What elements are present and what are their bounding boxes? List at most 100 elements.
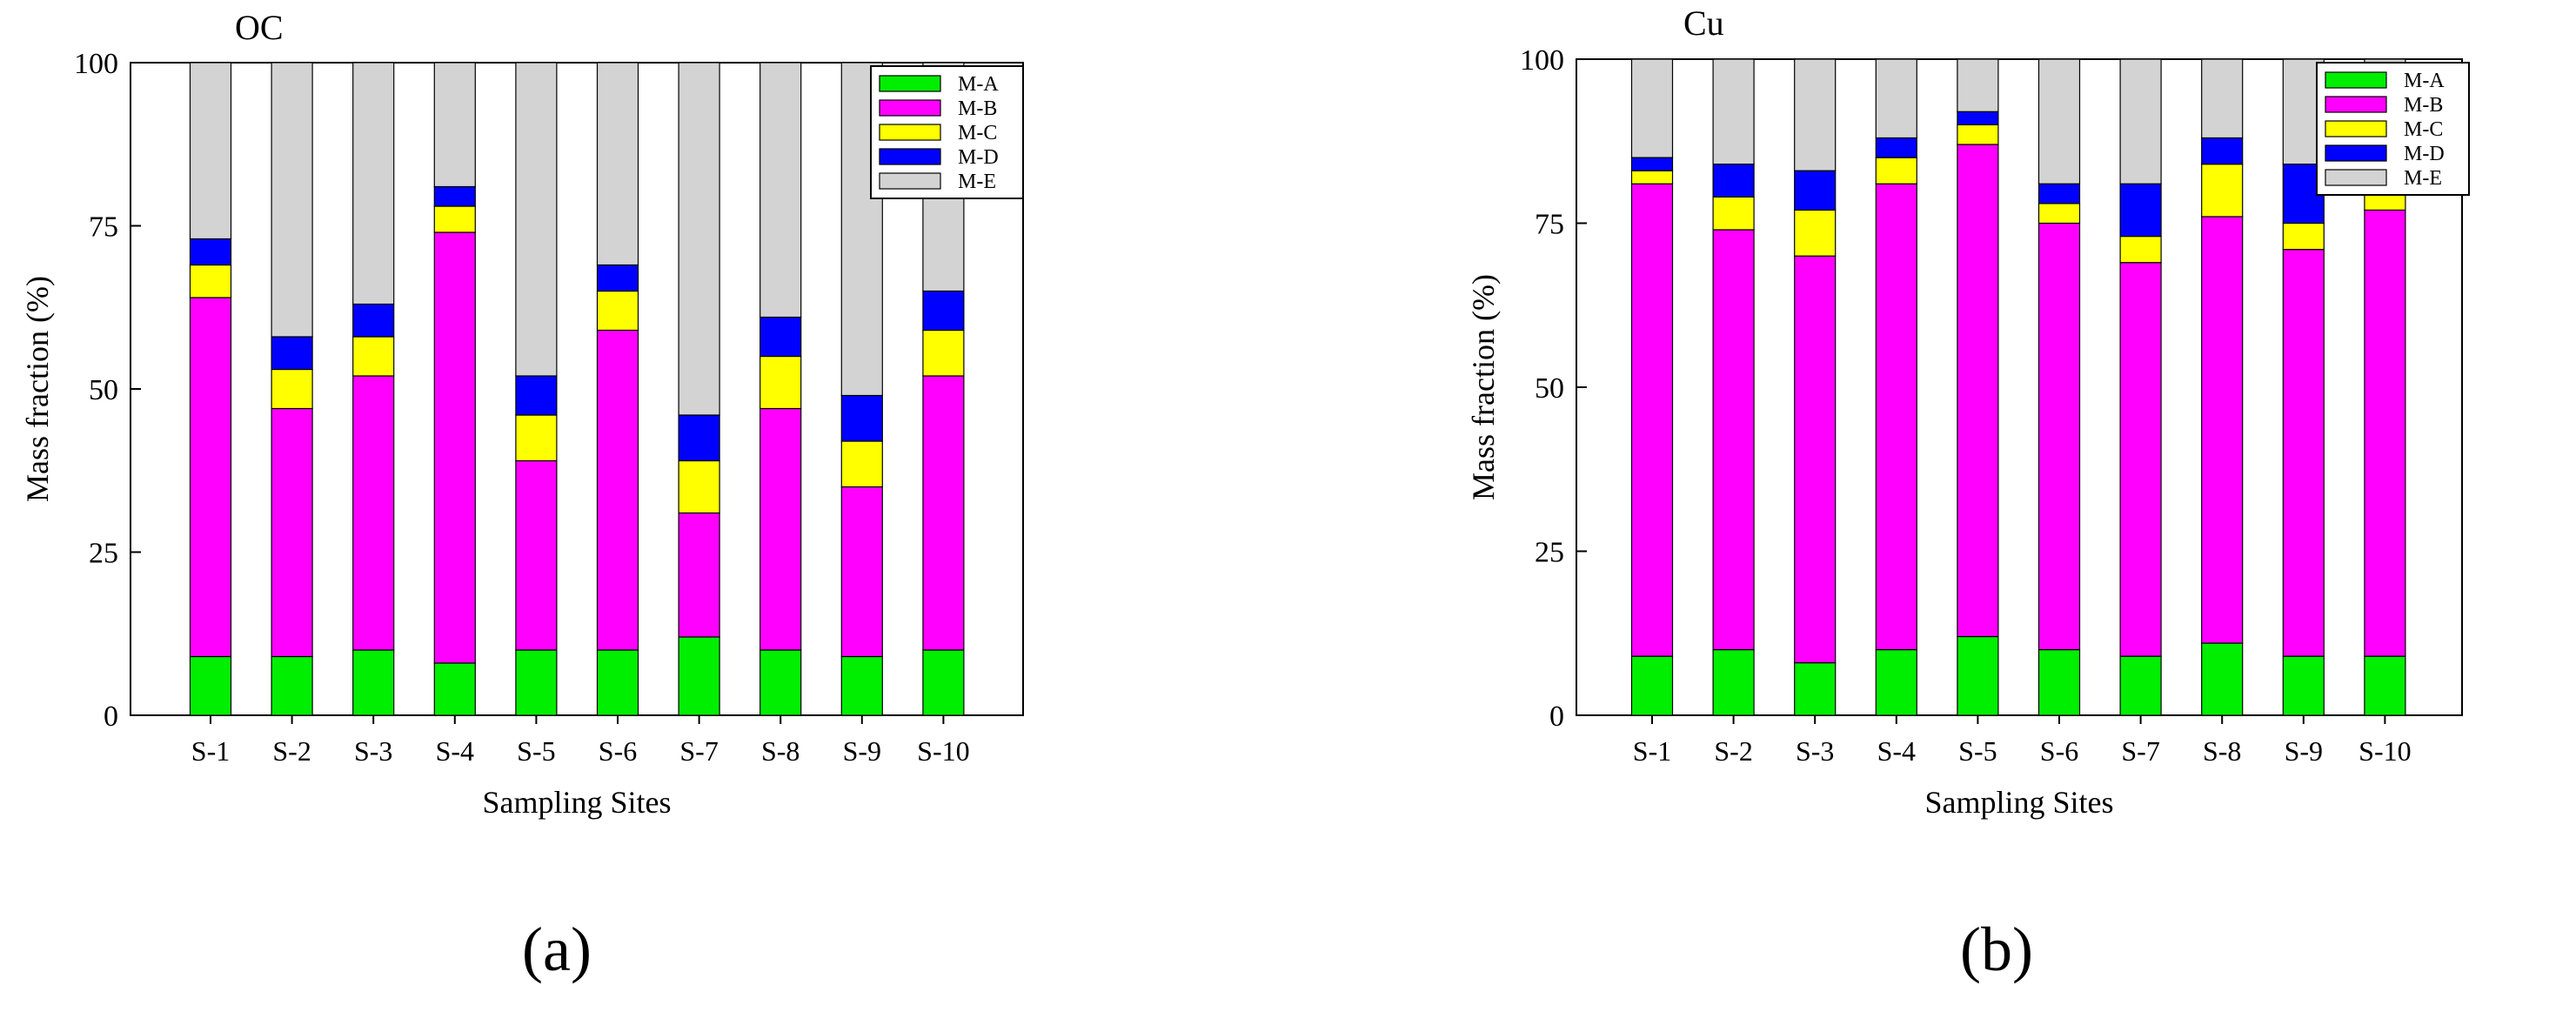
bar-m-a-s-10[interactable] bbox=[922, 649, 965, 716]
bar-m-c-s-1[interactable] bbox=[189, 264, 232, 298]
bar-m-b-s-3[interactable] bbox=[352, 375, 395, 651]
bar-m-b-s-10[interactable] bbox=[922, 375, 965, 651]
panel-b: 0 25 50 75 100 S-1 S-2 S-3 S-4 S-5 S-6 S-7 S-8 S-9 S-1… bbox=[1466, 3, 2470, 984]
bar-m-a-s-2[interactable] bbox=[271, 655, 313, 716]
legend-swatch-m-b bbox=[2325, 96, 2387, 113]
bar-m-a-s-1[interactable] bbox=[189, 655, 232, 716]
bar-m-a-s-6[interactable] bbox=[2037, 648, 2081, 716]
bar-m-c-s-8[interactable] bbox=[759, 355, 802, 410]
bar-m-a-s-3[interactable] bbox=[352, 649, 395, 716]
bar-m-a-s-7[interactable] bbox=[2119, 655, 2162, 716]
bar-m-d-s-1[interactable] bbox=[189, 238, 232, 266]
bar-m-e-s-4[interactable] bbox=[433, 62, 476, 188]
bar-m-e-s-1[interactable] bbox=[1630, 58, 1674, 158]
bar-m-c-s-4[interactable] bbox=[433, 205, 476, 233]
bar-m-c-s-8[interactable] bbox=[2201, 164, 2244, 218]
bar-m-b-s-9[interactable] bbox=[840, 486, 883, 658]
bar-m-e-s-3[interactable] bbox=[1794, 58, 1837, 171]
bar-m-e-s-2[interactable] bbox=[271, 62, 313, 338]
bar-m-e-s-8[interactable] bbox=[759, 62, 802, 318]
bar-m-c-s-1[interactable] bbox=[1630, 170, 1674, 184]
bar-m-b-s-8[interactable] bbox=[2201, 216, 2244, 644]
bar-m-a-s-10[interactable] bbox=[2364, 655, 2406, 716]
bar-m-b-s-6[interactable] bbox=[2037, 222, 2081, 651]
bar-m-c-s-9[interactable] bbox=[840, 440, 883, 488]
bar-m-d-s-3[interactable] bbox=[1794, 170, 1837, 211]
bar-m-d-s-6[interactable] bbox=[2037, 183, 2081, 204]
bar-m-b-s-10[interactable] bbox=[2364, 209, 2406, 657]
bar-m-b-s-5[interactable] bbox=[515, 459, 558, 651]
bar-m-e-s-6[interactable] bbox=[596, 62, 639, 266]
bar-m-c-s-9[interactable] bbox=[2282, 222, 2325, 251]
bar-m-a-s-3[interactable] bbox=[1794, 662, 1837, 716]
bar-m-a-s-4[interactable] bbox=[433, 662, 476, 716]
bar-m-b-s-2[interactable] bbox=[1712, 229, 1755, 651]
x-axis-label: Sampling Sites bbox=[482, 785, 671, 820]
bar-m-a-s-4[interactable] bbox=[1875, 648, 1917, 716]
bar-m-d-s-9[interactable] bbox=[840, 394, 883, 442]
bar-m-c-s-6[interactable] bbox=[2037, 203, 2081, 225]
bar-m-b-s-4[interactable] bbox=[433, 231, 476, 664]
bar-m-e-s-7[interactable] bbox=[678, 62, 720, 416]
bar-m-a-s-9[interactable] bbox=[2282, 655, 2325, 716]
bar-m-d-s-2[interactable] bbox=[1712, 164, 1755, 198]
bar-m-b-s-3[interactable] bbox=[1794, 255, 1837, 664]
bar-m-d-s-3[interactable] bbox=[352, 303, 395, 338]
bar-m-e-s-5[interactable] bbox=[1957, 58, 1999, 112]
bar-m-b-s-9[interactable] bbox=[2282, 249, 2325, 657]
bar-m-a-s-9[interactable] bbox=[840, 655, 883, 716]
bar-m-c-s-10[interactable] bbox=[922, 329, 965, 377]
bar-m-d-s-10[interactable] bbox=[922, 290, 965, 332]
bar-m-e-s-2[interactable] bbox=[1712, 58, 1755, 165]
bar-m-b-s-1[interactable] bbox=[1630, 183, 1674, 657]
bar-m-a-s-6[interactable] bbox=[596, 649, 639, 716]
bar-m-e-s-8[interactable] bbox=[2201, 58, 2244, 139]
bar-m-b-s-2[interactable] bbox=[271, 407, 313, 658]
bar-m-c-s-6[interactable] bbox=[596, 290, 639, 332]
bar-m-d-s-5[interactable] bbox=[515, 375, 558, 416]
bar-m-b-s-7[interactable] bbox=[678, 512, 720, 638]
bar-m-a-s-7[interactable] bbox=[678, 636, 720, 716]
bar-m-c-s-7[interactable] bbox=[678, 459, 720, 514]
bar-m-a-s-8[interactable] bbox=[759, 649, 802, 716]
bar-m-d-s-7[interactable] bbox=[2119, 183, 2162, 238]
bar-m-d-s-8[interactable] bbox=[759, 316, 802, 358]
bar-m-a-s-5[interactable] bbox=[1957, 635, 1999, 716]
bar-m-c-s-5[interactable] bbox=[1957, 124, 1999, 145]
bar-m-d-s-4[interactable] bbox=[433, 185, 476, 207]
bar-m-b-s-6[interactable] bbox=[596, 329, 639, 651]
bar-m-d-s-1[interactable] bbox=[1630, 157, 1674, 171]
bar-m-e-s-4[interactable] bbox=[1875, 58, 1917, 139]
bar-m-d-s-5[interactable] bbox=[1957, 111, 1999, 126]
bar-m-d-s-8[interactable] bbox=[2201, 137, 2244, 165]
y-tick-label: 75 bbox=[89, 211, 118, 244]
bar-m-c-s-7[interactable] bbox=[2119, 235, 2162, 264]
bar-m-e-s-7[interactable] bbox=[2119, 58, 2162, 184]
bar-m-e-s-1[interactable] bbox=[189, 62, 232, 240]
bar-m-d-s-7[interactable] bbox=[678, 414, 720, 462]
bar-m-a-s-5[interactable] bbox=[515, 649, 558, 716]
bar-m-b-s-7[interactable] bbox=[2119, 262, 2162, 657]
bar-m-e-s-3[interactable] bbox=[352, 62, 395, 305]
bar-m-c-s-3[interactable] bbox=[1794, 209, 1837, 257]
bar-m-d-s-2[interactable] bbox=[271, 336, 313, 371]
bar-m-b-s-8[interactable] bbox=[759, 407, 802, 651]
bar-m-b-s-5[interactable] bbox=[1957, 144, 1999, 638]
bar-m-a-s-8[interactable] bbox=[2201, 642, 2244, 716]
y-tick-label: 75 bbox=[1535, 209, 1564, 241]
bar-m-a-s-1[interactable] bbox=[1630, 655, 1674, 716]
bar-m-c-s-3[interactable] bbox=[352, 336, 395, 377]
bar-m-c-s-2[interactable] bbox=[1712, 196, 1755, 231]
bar-m-d-s-6[interactable] bbox=[596, 264, 639, 292]
y-tick-label: 100 bbox=[74, 48, 118, 80]
legend-label-m-c: M-C bbox=[958, 122, 997, 144]
bar-m-b-s-4[interactable] bbox=[1875, 183, 1917, 651]
bar-m-a-s-2[interactable] bbox=[1712, 648, 1755, 716]
bar-m-d-s-4[interactable] bbox=[1875, 137, 1917, 158]
bar-m-e-s-6[interactable] bbox=[2037, 58, 2081, 184]
bar-m-b-s-1[interactable] bbox=[189, 297, 232, 658]
bar-m-c-s-5[interactable] bbox=[515, 414, 558, 462]
bar-m-e-s-5[interactable] bbox=[515, 62, 558, 377]
bar-m-c-s-4[interactable] bbox=[1875, 157, 1917, 184]
bar-m-c-s-2[interactable] bbox=[271, 368, 313, 410]
